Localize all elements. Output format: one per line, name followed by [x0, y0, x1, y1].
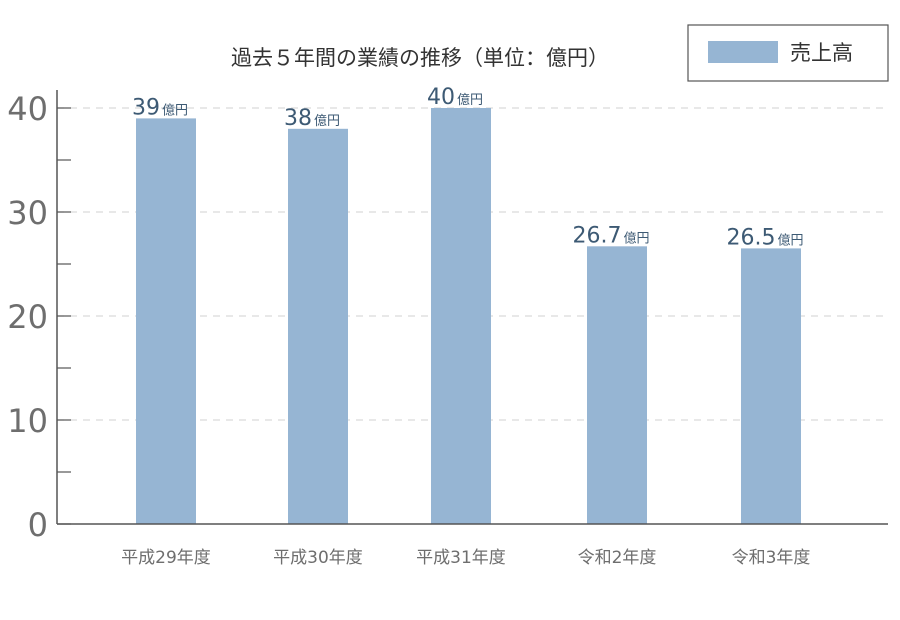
data-label-unit: 億円 — [777, 232, 803, 248]
data-label-value: 40 — [427, 85, 455, 110]
data-label-unit: 億円 — [457, 92, 483, 108]
chart-title: 過去５年間の業績の推移（単位：億円） — [231, 46, 609, 70]
y-tick-label: 10 — [7, 402, 48, 440]
data-label-unit: 億円 — [314, 113, 340, 129]
bars — [136, 108, 801, 525]
x-tick-label: 平成31年度 — [416, 548, 506, 568]
data-label-value: 26.5 — [727, 225, 776, 250]
bar — [136, 118, 196, 525]
legend-swatch — [708, 41, 778, 63]
data-label: 26.5 億円 — [727, 225, 804, 250]
y-tick-label: 0 — [28, 506, 48, 544]
data-label: 39 億円 — [132, 95, 188, 120]
y-tick-label: 40 — [7, 90, 48, 128]
data-label: 40 億円 — [427, 85, 483, 110]
data-label-unit: 億円 — [623, 230, 649, 246]
y-axis: 0 10 20 30 40 — [7, 90, 71, 544]
data-label-value: 39 — [132, 95, 160, 120]
x-tick-label: 令和3年度 — [732, 548, 811, 568]
legend: 売上高 — [687, 24, 889, 82]
legend-label: 売上高 — [790, 41, 853, 65]
data-label-value: 38 — [284, 106, 312, 131]
bar — [587, 246, 647, 524]
data-label: 26.7 億円 — [573, 223, 650, 248]
y-tick-label: 20 — [7, 298, 48, 336]
data-label-unit: 億円 — [162, 102, 188, 118]
x-axis: 平成29年度 平成30年度 平成31年度 令和2年度 令和3年度 — [57, 523, 888, 568]
x-tick-label: 令和2年度 — [578, 548, 657, 568]
bar — [431, 108, 491, 524]
y-tick-label: 30 — [7, 194, 48, 232]
data-label-value: 26.7 — [573, 223, 622, 248]
bar — [288, 128, 348, 525]
data-label: 38 億円 — [284, 106, 340, 131]
x-tick-label: 平成30年度 — [273, 548, 363, 568]
bar — [741, 248, 801, 524]
x-tick-label: 平成29年度 — [121, 548, 211, 568]
